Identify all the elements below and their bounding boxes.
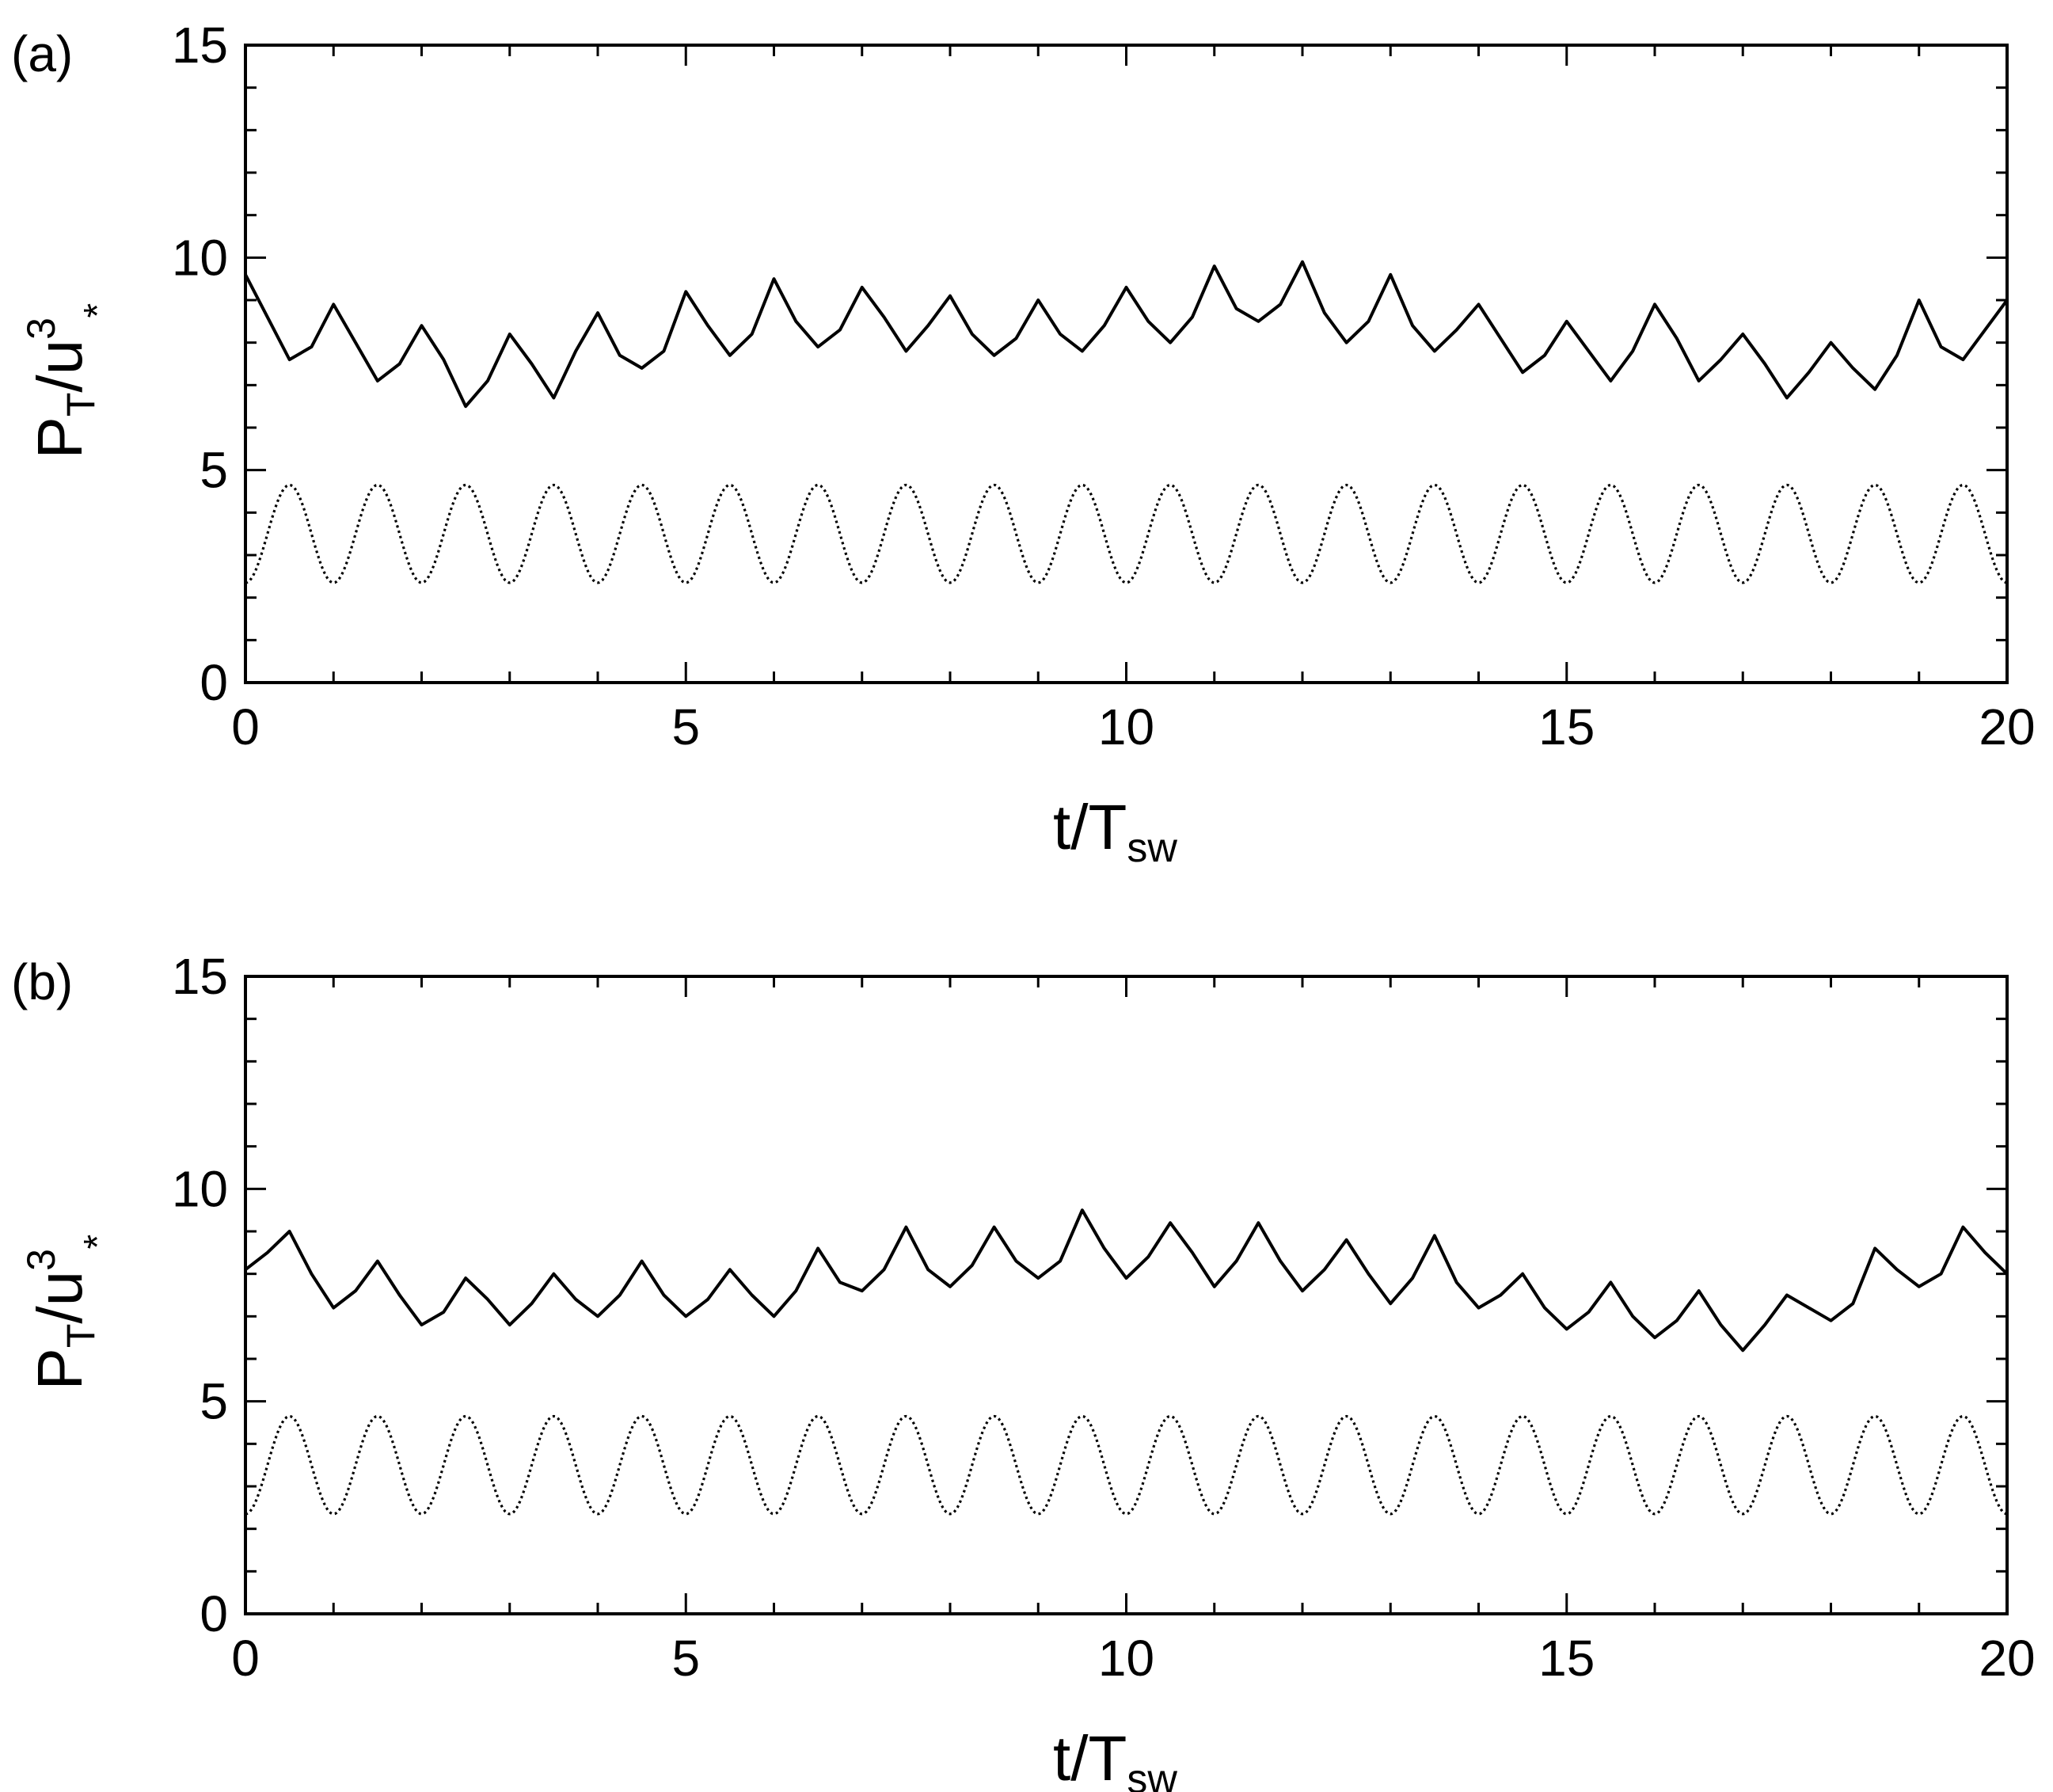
panel-label: (a): [11, 25, 73, 82]
x-axis-label-main: t/T: [1053, 1723, 1127, 1792]
svg-text:t/Tsw: t/Tsw: [1053, 1723, 1177, 1792]
series-solid-line: [244, 260, 2009, 409]
x-tick-label: 10: [1098, 1630, 1154, 1687]
panel-b: (b) 0 5 10 15 20 0 5 10 15 t/Tsw PT/u3 *: [11, 948, 2036, 1792]
panel-label: (b): [11, 953, 73, 1010]
axis-ticks: [244, 44, 2009, 684]
series-group: [244, 260, 2009, 584]
tick-labels: 0 5 10 15 20 0 5 10 15: [172, 17, 2036, 755]
series-dotted-line: [245, 483, 2008, 584]
series-group: [244, 1208, 2009, 1516]
plot-frame: [244, 44, 2009, 684]
y-axis-label-main: P: [25, 1348, 95, 1390]
x-tick-label: 20: [1979, 698, 2035, 755]
y-tick-label: 15: [172, 948, 228, 1005]
y-tick-label: 15: [172, 17, 228, 74]
plot-frame: [244, 975, 2009, 1615]
x-axis-label-main: t/T: [1053, 792, 1127, 862]
x-axis-label-subscript: sw: [1127, 825, 1177, 871]
y-tick-label: 10: [172, 229, 228, 286]
x-axis-label: t/Tsw: [1053, 1723, 1177, 1792]
x-tick-label: 0: [231, 698, 260, 755]
y-axis-label-subscript: T: [59, 1324, 103, 1349]
x-tick-label: 15: [1538, 698, 1595, 755]
x-tick-label: 0: [231, 1630, 260, 1687]
svg-text:PT/u3: PT/u3: [19, 1249, 103, 1390]
tick-labels: 0 5 10 15 20 0 5 10 15: [172, 948, 2036, 1687]
x-tick-label: 5: [671, 698, 700, 755]
y-axis-label-subscript: T: [59, 393, 103, 417]
x-tick-label: 10: [1098, 698, 1154, 755]
panel-a: (a) 0 5 10 15 20 0 5 10 15 t/Tsw PT/u3 *: [11, 17, 2036, 871]
series-dotted-line: [245, 1414, 2008, 1516]
y-axis-label-main: P: [25, 417, 95, 458]
x-tick-label: 20: [1979, 1630, 2035, 1687]
y-axis-label-superscript: 3: [19, 1249, 63, 1271]
y-axis-label-rest: /u: [25, 1271, 95, 1324]
y-tick-label: 5: [200, 442, 228, 499]
y-tick-label: 0: [200, 1585, 228, 1642]
x-tick-label: 15: [1538, 1630, 1595, 1687]
y-tick-label: 10: [172, 1160, 228, 1217]
y-axis-label: PT/u3 *: [19, 303, 119, 459]
x-axis-label-subscript: sw: [1127, 1756, 1177, 1792]
y-axis-label-star: *: [77, 303, 119, 318]
y-axis-label-superscript: 3: [19, 318, 63, 340]
axis-ticks: [244, 975, 2009, 1615]
y-tick-label: 0: [200, 654, 228, 711]
x-tick-label: 5: [671, 1630, 700, 1687]
series-solid-line: [244, 1208, 2009, 1353]
svg-text:PT/u3: PT/u3: [19, 318, 103, 458]
y-axis-label-rest: /u: [25, 340, 95, 393]
y-axis-label-star: *: [77, 1235, 119, 1250]
y-tick-label: 5: [200, 1373, 228, 1430]
y-axis-label: PT/u3 *: [19, 1235, 119, 1391]
svg-text:t/Tsw: t/Tsw: [1053, 792, 1177, 871]
x-axis-label: t/Tsw: [1053, 792, 1177, 871]
